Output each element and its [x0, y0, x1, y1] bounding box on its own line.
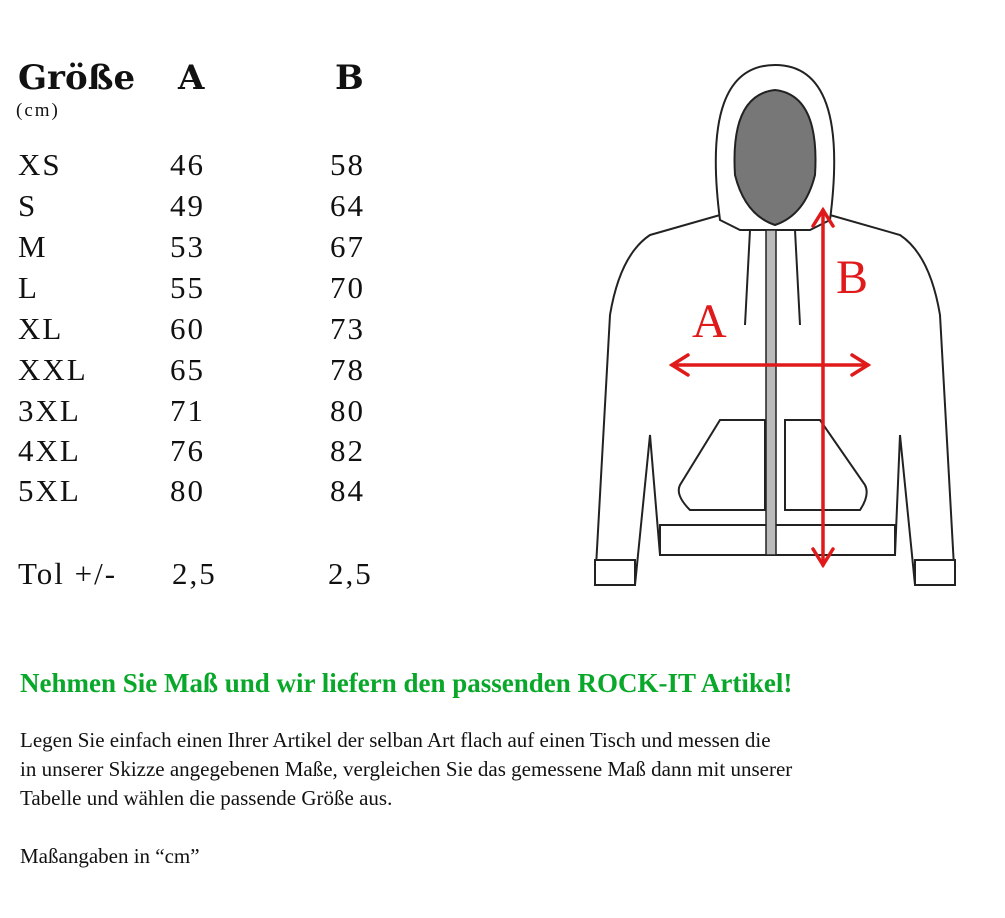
table-cell-a: 80	[170, 473, 205, 508]
zipper	[765, 229, 777, 556]
table-cell-a: 53	[170, 229, 205, 264]
table-cell-a: 76	[170, 433, 205, 468]
right-pocket	[784, 419, 868, 511]
header-b: B	[335, 58, 364, 98]
table-cell-b: 58	[330, 147, 365, 182]
tolerance-a: 2,5	[172, 556, 217, 591]
table-cell-b: 73	[330, 311, 365, 346]
tolerance-b: 2,5	[328, 556, 373, 591]
right-cuff	[914, 559, 956, 586]
left-pocket	[677, 419, 766, 511]
table-cell-a: 49	[170, 188, 205, 223]
headline: Nehmen Sie Maß und wir liefern den passe…	[20, 668, 793, 698]
table-cell-a: 60	[170, 311, 205, 346]
table-cell-size: 5XL	[18, 473, 81, 508]
table-cell-size: L	[18, 270, 39, 305]
table-cell-b: 84	[330, 473, 365, 508]
waistband	[659, 524, 896, 556]
unit-label: (cm)	[16, 100, 60, 121]
hoodie-diagram: A B	[593, 63, 957, 586]
table-cell-size: 3XL	[18, 393, 81, 428]
drawstrings	[744, 229, 801, 326]
table-cell-size: XL	[18, 311, 64, 346]
table-cell-b: 80	[330, 393, 365, 428]
table-cell-a: 71	[170, 393, 205, 428]
table-cell-size: XXL	[18, 352, 88, 387]
table-cell-size: M	[18, 229, 48, 264]
label-b: B	[836, 251, 868, 304]
header-a: A	[178, 58, 205, 98]
table-cell-size: S	[18, 188, 38, 223]
table-cell-b: 70	[330, 270, 365, 305]
table-cell-size: 4XL	[18, 433, 81, 468]
table-cell-b: 67	[330, 229, 365, 264]
table-cell-a: 55	[170, 270, 205, 305]
header-size: Größe	[18, 58, 136, 98]
table-cell-a: 46	[170, 147, 205, 182]
table-cell-b: 64	[330, 188, 365, 223]
tolerance-label: Tol +/-	[18, 556, 118, 591]
unit-note: Maßangaben in “cm”	[20, 844, 200, 868]
table-cell-a: 65	[170, 352, 205, 387]
table-cell-size: XS	[18, 147, 62, 182]
hood-inner	[733, 88, 817, 227]
instructions-paragraph: Legen Sie einfach einen Ihrer Artikel de…	[20, 728, 793, 810]
table-cell-b: 78	[330, 352, 365, 387]
table-cell-b: 82	[330, 433, 365, 468]
label-a: A	[692, 295, 727, 348]
left-cuff	[594, 559, 636, 586]
